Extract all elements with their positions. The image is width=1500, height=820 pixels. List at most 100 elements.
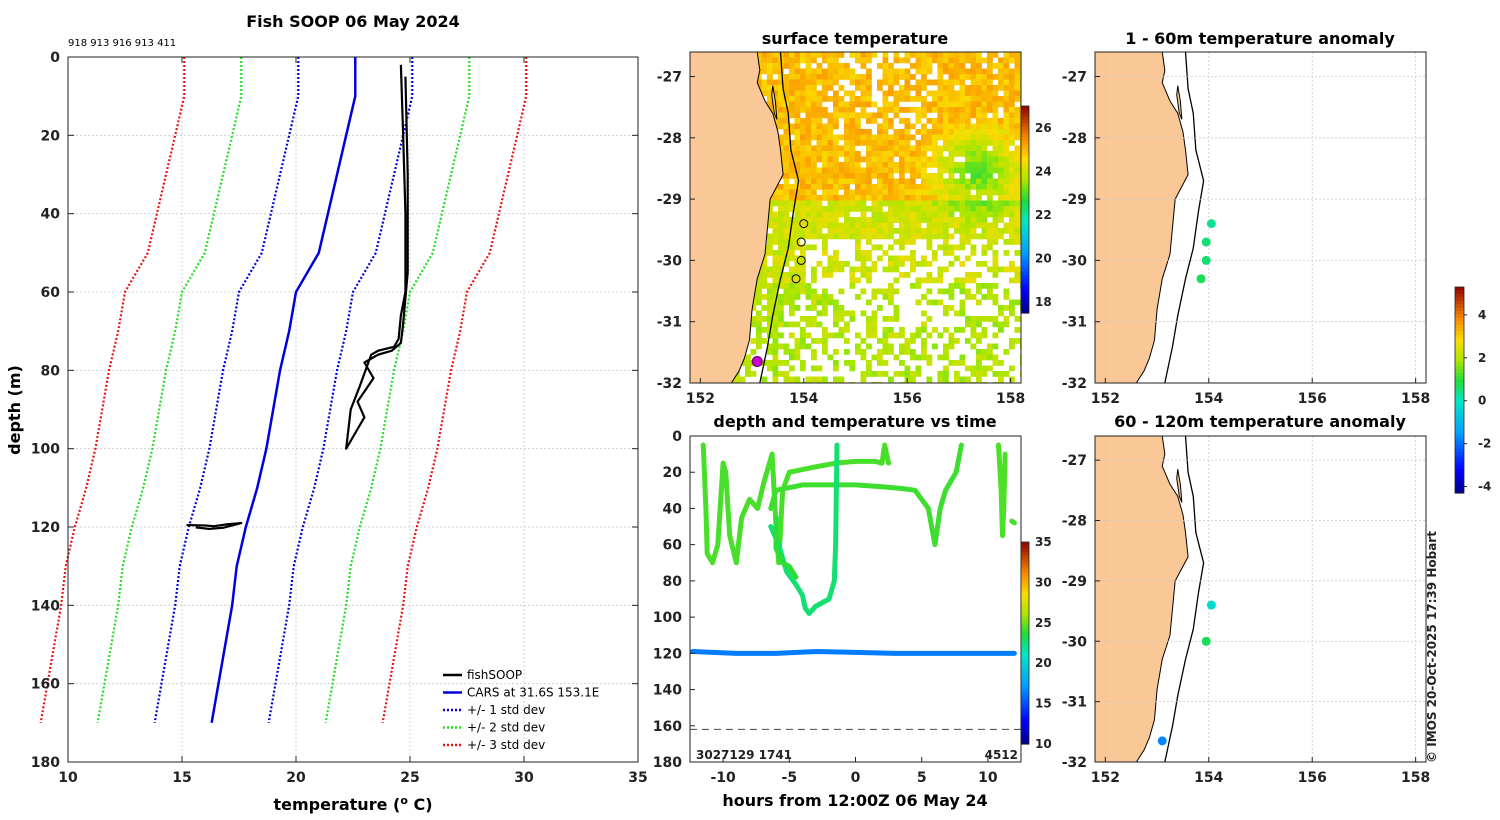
depth-time-deep: [690, 649, 1017, 656]
sst-colorbar-label: 18: [1035, 295, 1052, 309]
profile-legend: [443, 673, 462, 747]
depth-time-ytick-label: 100: [653, 610, 682, 626]
depth-time-trace-6: [1009, 518, 1017, 526]
sst-station-marker-0: [799, 219, 809, 229]
anomaly-colorbar-label: -2: [1478, 437, 1491, 451]
profile-background: [68, 57, 638, 762]
depth-time-xtick-label: 5: [917, 770, 927, 786]
depth-time-colorbar-label: 35: [1035, 535, 1052, 549]
depth-time-title: depth and temperature vs time: [713, 412, 996, 431]
profile-std-1-low-line: [153, 57, 300, 724]
profile-std-3-high-line: [381, 57, 528, 724]
sst-map-area: [690, 52, 1021, 383]
depth-time-ytick-label: 160: [653, 719, 682, 735]
anom1-map-area: [1095, 52, 1426, 383]
anom1-island: [1176, 85, 1183, 120]
legend-label-1: CARS at 31.6S 153.1E: [467, 686, 599, 700]
profile-ytick-label: 100: [31, 442, 60, 458]
anomaly-colorbar-label: 2: [1478, 351, 1486, 365]
anom2-ytick-label: -29: [1062, 574, 1087, 590]
depth-time-ids-left: 3027129 1741: [696, 748, 792, 762]
anom1-xtick-label: 152: [1091, 391, 1120, 407]
anom2-point-1: [1201, 636, 1211, 646]
sst-colorbar-label: 26: [1035, 121, 1052, 135]
profile-ytick-label: 60: [41, 285, 61, 301]
anom1-ytick-label: -30: [1062, 253, 1088, 269]
anom1-frame: [1094, 51, 1427, 384]
depth-time-ytick-label: 180: [653, 755, 682, 771]
anom1-ytick-label: -31: [1062, 315, 1087, 331]
profile-ytick-label: 0: [50, 50, 60, 66]
anom2-xtick-label: 158: [1401, 770, 1430, 786]
anom2-frame: [1094, 435, 1427, 763]
depth-time-colorbar-label: 15: [1035, 697, 1052, 711]
profile-ytick-label: 20: [41, 128, 61, 144]
anom1-point-0: [1206, 219, 1216, 229]
profile-xtick-label: 35: [628, 770, 647, 786]
legend-label-2: +/- 1 std dev: [467, 703, 545, 717]
sst-xtick-label: 154: [789, 391, 818, 407]
sst-xtick-label: 156: [893, 391, 922, 407]
legend-label-4: +/- 3 std dev: [467, 738, 545, 752]
legend-label-0: fishSOOP: [467, 668, 522, 682]
sst-colorbar-label: 20: [1035, 252, 1052, 266]
sst-land: [690, 52, 784, 383]
depth-time-colorbar-label: 20: [1035, 656, 1052, 670]
profile-ytick-label: 80: [41, 363, 61, 379]
anom1-ytick-label: -32: [1062, 376, 1087, 392]
anom1-land: [1095, 52, 1189, 383]
credit-text: © IMOS 20-Oct-2025 17:39 Hobart: [1425, 531, 1439, 763]
depth-time-colorbar: [1020, 541, 1030, 745]
anom2-xtick-label: 156: [1298, 770, 1327, 786]
profile-panel: [39, 56, 639, 763]
profile-ytick-label: 120: [31, 520, 60, 536]
profile-std-3-low-line: [39, 57, 186, 724]
depth-time-trace-4: [773, 515, 799, 580]
sst-colorbar-label: 22: [1035, 208, 1052, 222]
profile-ytick-label: 140: [31, 598, 60, 614]
profile-std-1-high-line: [267, 57, 414, 724]
sst-ytick-label: -31: [657, 315, 682, 331]
anom2-xtick-label: 152: [1091, 770, 1120, 786]
sst-ytick-label: -28: [657, 131, 682, 147]
anom2-island: [1176, 469, 1183, 503]
profile-ylabel: depth (m): [5, 365, 24, 455]
anomaly-colorbar-label: 4: [1478, 308, 1486, 322]
sst-station-marker-1: [796, 237, 806, 247]
depth-time-colorbar-label: 25: [1035, 616, 1052, 630]
sst-panel: [689, 51, 1022, 384]
anom1-ytick-label: -27: [1062, 70, 1087, 86]
anom1-ytick-label: -29: [1062, 192, 1087, 208]
depth-time-id-right: 4512: [985, 748, 1018, 762]
depth-time-xtick-label: 0: [851, 770, 861, 786]
depth-time-ytick-label: 120: [653, 646, 682, 662]
profile-ytick-label: 160: [31, 677, 60, 693]
profile-xlabel: temperature (o C): [273, 794, 432, 814]
anom1-shelf-contour: [1164, 52, 1205, 383]
anom2-panel: [1094, 435, 1427, 763]
depth-time-ytick-label: 40: [663, 501, 683, 517]
profile-cars-line: [210, 57, 357, 724]
depth-time-xtick-label: -5: [782, 770, 798, 786]
profile-frame: [67, 56, 639, 763]
sst-xtick-label: 152: [686, 391, 715, 407]
anom2-ytick-label: -28: [1062, 514, 1087, 530]
anom1-xtick-label: 158: [1401, 391, 1430, 407]
sst-station-marker-3: [791, 274, 801, 284]
anom2-point-2: [1157, 736, 1167, 746]
anom2-ytick-label: -30: [1062, 634, 1088, 650]
anom1-xtick-label: 156: [1298, 391, 1327, 407]
profile-title: Fish SOOP 06 May 2024: [246, 12, 460, 31]
depth-time-ytick-label: 140: [653, 683, 682, 699]
profile-xtick-label: 30: [514, 770, 534, 786]
anom1-title: 1 - 60m temperature anomaly: [1125, 29, 1395, 48]
anom2-ytick-label: -31: [1062, 695, 1087, 711]
depth-time-trace-1: [700, 442, 892, 566]
profile-std-2-high-line: [324, 57, 471, 724]
sst-shelf-contour: [759, 52, 800, 383]
anom2-ytick-label: -32: [1062, 755, 1087, 771]
anom2-shelf-contour: [1164, 436, 1205, 762]
anom2-xtick-label: 154: [1194, 770, 1223, 786]
sst-title: surface temperature: [762, 29, 949, 48]
